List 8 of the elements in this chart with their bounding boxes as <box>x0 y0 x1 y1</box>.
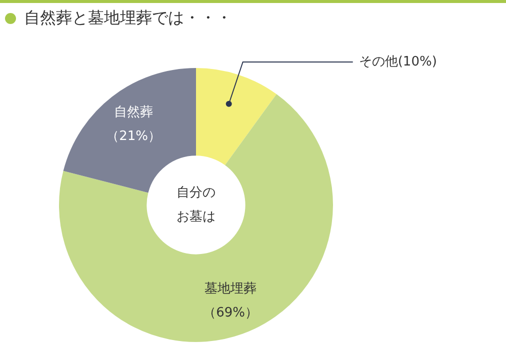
data-label: （21%） <box>106 128 161 144</box>
data-label: （69%） <box>203 305 258 320</box>
slice-label: 自然葬 <box>114 104 154 120</box>
text: お墓は <box>176 209 216 224</box>
text: 自分の <box>176 185 216 200</box>
chart-title: 自然葬と墓地埋葬では・・・ <box>24 8 232 29</box>
slice-label: その他(10%) <box>358 54 437 70</box>
slice-label: 墓地埋葬 <box>204 281 257 296</box>
